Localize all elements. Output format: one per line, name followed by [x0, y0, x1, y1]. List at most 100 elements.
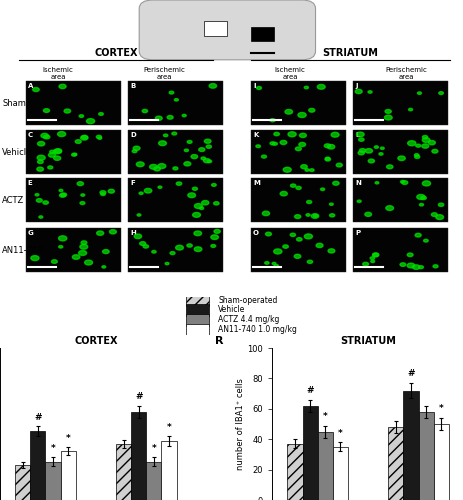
- Circle shape: [282, 168, 291, 172]
- Circle shape: [435, 214, 443, 220]
- Circle shape: [369, 257, 374, 260]
- Circle shape: [332, 182, 338, 185]
- Circle shape: [139, 192, 143, 194]
- Circle shape: [331, 132, 338, 137]
- Circle shape: [43, 201, 48, 204]
- Bar: [127, 130, 222, 174]
- Text: G: G: [28, 230, 33, 236]
- Circle shape: [397, 156, 404, 160]
- Circle shape: [142, 110, 147, 112]
- Bar: [302, 406, 317, 500]
- Title: STRIATUM: STRIATUM: [339, 336, 395, 346]
- Circle shape: [137, 214, 141, 216]
- Circle shape: [48, 166, 53, 169]
- Bar: [185, 304, 208, 316]
- Circle shape: [324, 158, 330, 161]
- Circle shape: [407, 253, 412, 256]
- Circle shape: [324, 144, 330, 148]
- Circle shape: [273, 132, 279, 136]
- Circle shape: [143, 244, 148, 248]
- Text: O: O: [252, 230, 258, 236]
- Circle shape: [203, 158, 210, 163]
- Circle shape: [176, 182, 181, 186]
- Circle shape: [380, 147, 383, 150]
- Text: AN11-740 1.0 mg/kg: AN11-740 1.0 mg/kg: [218, 325, 296, 334]
- Circle shape: [280, 140, 286, 144]
- Circle shape: [44, 135, 50, 139]
- Text: Vehicle: Vehicle: [2, 148, 32, 157]
- Circle shape: [31, 256, 39, 260]
- Circle shape: [194, 231, 201, 235]
- Text: D: D: [130, 132, 135, 138]
- Bar: [25, 228, 120, 272]
- Circle shape: [421, 138, 429, 142]
- Text: CORTEX: CORTEX: [94, 48, 138, 58]
- Circle shape: [77, 182, 83, 186]
- Circle shape: [187, 140, 192, 143]
- Circle shape: [154, 167, 160, 171]
- Circle shape: [288, 132, 295, 137]
- Circle shape: [169, 91, 174, 94]
- Circle shape: [329, 214, 334, 217]
- Circle shape: [144, 188, 151, 193]
- Text: N: N: [354, 180, 360, 186]
- Circle shape: [200, 157, 205, 160]
- Text: P: P: [354, 230, 359, 236]
- Circle shape: [313, 214, 317, 217]
- Circle shape: [256, 145, 260, 148]
- Bar: [127, 228, 222, 272]
- Circle shape: [206, 145, 211, 148]
- Circle shape: [432, 265, 437, 268]
- Bar: [45, 462, 60, 500]
- Circle shape: [54, 156, 61, 160]
- Circle shape: [211, 184, 216, 186]
- Text: E: E: [28, 180, 32, 186]
- Circle shape: [39, 216, 43, 218]
- Circle shape: [55, 149, 62, 153]
- Text: AN11-740: AN11-740: [2, 246, 44, 255]
- Circle shape: [269, 118, 275, 122]
- Circle shape: [213, 230, 220, 234]
- Circle shape: [416, 194, 424, 200]
- Circle shape: [271, 262, 275, 264]
- Bar: [388, 427, 403, 500]
- Circle shape: [284, 110, 292, 114]
- Circle shape: [290, 184, 295, 188]
- Circle shape: [155, 116, 162, 120]
- Circle shape: [81, 241, 87, 244]
- Circle shape: [100, 193, 105, 196]
- Circle shape: [407, 140, 415, 146]
- Bar: [352, 178, 447, 222]
- Circle shape: [149, 164, 157, 170]
- Text: H: H: [130, 230, 135, 236]
- Circle shape: [329, 203, 332, 205]
- Circle shape: [309, 169, 313, 172]
- Circle shape: [58, 236, 67, 241]
- Bar: [418, 412, 433, 500]
- Circle shape: [96, 231, 104, 235]
- Circle shape: [99, 112, 103, 116]
- Circle shape: [399, 263, 405, 266]
- Text: Vehicle: Vehicle: [218, 306, 245, 314]
- Circle shape: [81, 194, 85, 196]
- Bar: [131, 412, 146, 500]
- Circle shape: [327, 249, 334, 253]
- Text: Sham-operated: Sham-operated: [218, 296, 277, 304]
- Circle shape: [53, 149, 61, 154]
- Circle shape: [44, 108, 50, 112]
- Circle shape: [265, 232, 271, 236]
- Circle shape: [274, 264, 278, 267]
- Bar: [161, 442, 176, 500]
- Circle shape: [297, 112, 306, 117]
- Circle shape: [357, 151, 363, 155]
- Circle shape: [269, 142, 275, 145]
- Circle shape: [102, 250, 109, 254]
- Circle shape: [33, 88, 39, 92]
- Text: Perischemic
area: Perischemic area: [144, 67, 185, 80]
- Bar: [127, 178, 222, 222]
- Bar: [352, 228, 447, 272]
- Circle shape: [431, 212, 437, 216]
- Circle shape: [207, 160, 211, 162]
- Circle shape: [364, 212, 371, 216]
- Text: *: *: [151, 444, 156, 453]
